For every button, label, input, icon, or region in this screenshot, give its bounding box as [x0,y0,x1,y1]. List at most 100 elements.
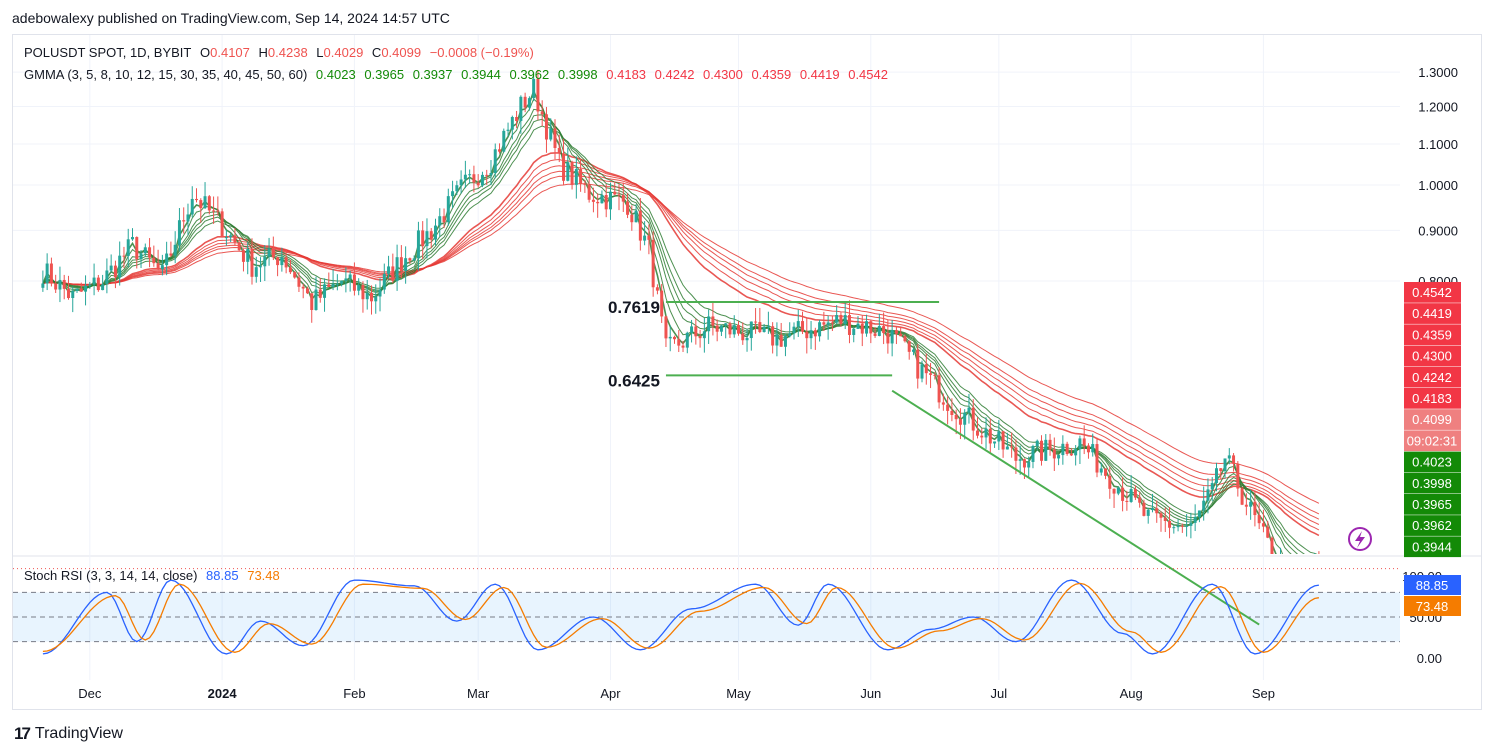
y-tick-label: 1.3000 [1418,65,1458,80]
candles [41,69,1320,583]
gmma-long-2: 0.4300 [703,67,743,82]
price-labels: 0.4542 0.4419 0.4359 0.4300 0.4242 0.4183 0.40… [1404,282,1461,616]
candle-body [971,407,975,431]
candle-body [681,345,685,348]
stoch-lines [42,579,1320,655]
gmma-long-5: 0.4542 [848,67,888,82]
candle-body [604,194,608,210]
candle-body [668,336,672,339]
candle-body [1180,525,1184,527]
candle-body [429,231,433,240]
candle-body [399,257,403,272]
candle-body [361,285,365,300]
candle-body [711,316,715,326]
candle-body [122,255,126,257]
candle-body [865,321,869,334]
candle-body [677,339,681,346]
candle-body [1261,523,1265,527]
price-label: 0.3962 [1412,518,1452,533]
candle-body [301,286,305,289]
candle-body [220,211,224,238]
candle-body [502,130,506,152]
candle-body [229,235,233,238]
candle-body [894,330,898,334]
candle-body [591,199,595,202]
candle-body [152,257,156,264]
candle-body [139,253,143,260]
symbol-name: POLUSDT SPOT, 1D, BYBIT [24,45,192,60]
candle-body [882,326,886,334]
candle-body [310,293,314,311]
candle-body [899,333,903,337]
candle-body [988,428,992,444]
x-tick-label: Jun [860,686,881,701]
candle-body [1266,526,1270,538]
price-label: 0.4242 [1412,370,1452,385]
candle-body [1125,500,1129,502]
candle-body [156,263,160,270]
candle-body [779,334,783,347]
candle-body [1129,489,1133,502]
candle-body [489,172,493,176]
price-label-bg [1404,472,1461,494]
candle-body [1112,488,1116,494]
candle-body [1095,444,1099,473]
price-label: 0.4359 [1412,327,1452,342]
candle-body [387,266,391,274]
candle-body [621,195,625,202]
candle-body [186,214,190,222]
gmma-line-8 [42,108,1292,554]
candle-body [762,326,766,333]
candle-body [1283,558,1286,583]
candle-body [613,191,617,195]
candle-body [1159,513,1163,518]
candle-body [314,289,318,311]
candle-body [1116,487,1120,494]
gmma-short-3: 0.3944 [461,67,501,82]
candle-body [1275,559,1278,565]
y-tick-label: 1.2000 [1418,100,1458,115]
candle-body [702,331,706,339]
candle-body [79,288,83,292]
price-label: 0.4099 [1412,412,1452,427]
candle-body [118,255,122,278]
candle-body [1091,444,1095,453]
stoch-value-label: 88.85 [1416,578,1449,593]
stoch-value-bg [1404,575,1461,595]
candle-body [749,321,753,339]
candle-body [182,220,186,222]
candle-body [600,194,604,204]
candle-body [527,98,531,108]
candle-body [651,239,655,288]
candle-body [664,316,668,339]
candle-body [177,220,181,245]
lightning-icon[interactable] [1348,527,1372,551]
annotations: 0.7619 0.6425 [13,298,1400,626]
candle-body [549,128,553,140]
x-tick-label: Feb [343,686,365,701]
candle-body [1210,483,1214,490]
candle-body [1146,510,1150,516]
stoch-legend: Stoch RSI (3, 3, 14, 14, close) 88.85 73… [24,568,285,583]
candle-body [1313,561,1316,573]
candle-body [331,283,335,287]
candle-body [587,184,591,200]
candle-body [506,129,510,131]
candle-body [498,149,502,152]
candle-body [1288,569,1291,583]
candle-body [318,289,322,298]
candle-body [246,249,250,262]
candle-body [1057,455,1061,459]
candle-body [88,284,92,286]
candle-body [574,169,578,185]
candle-body [860,323,864,334]
candle-body [416,230,420,259]
candle-body [963,412,967,425]
candle-body [335,283,339,285]
high-value: 0.4238 [267,45,308,60]
candle-body [1227,455,1231,459]
candle-body [1138,497,1142,503]
candle-body [131,237,134,240]
close-value: 0.4099 [381,45,422,60]
